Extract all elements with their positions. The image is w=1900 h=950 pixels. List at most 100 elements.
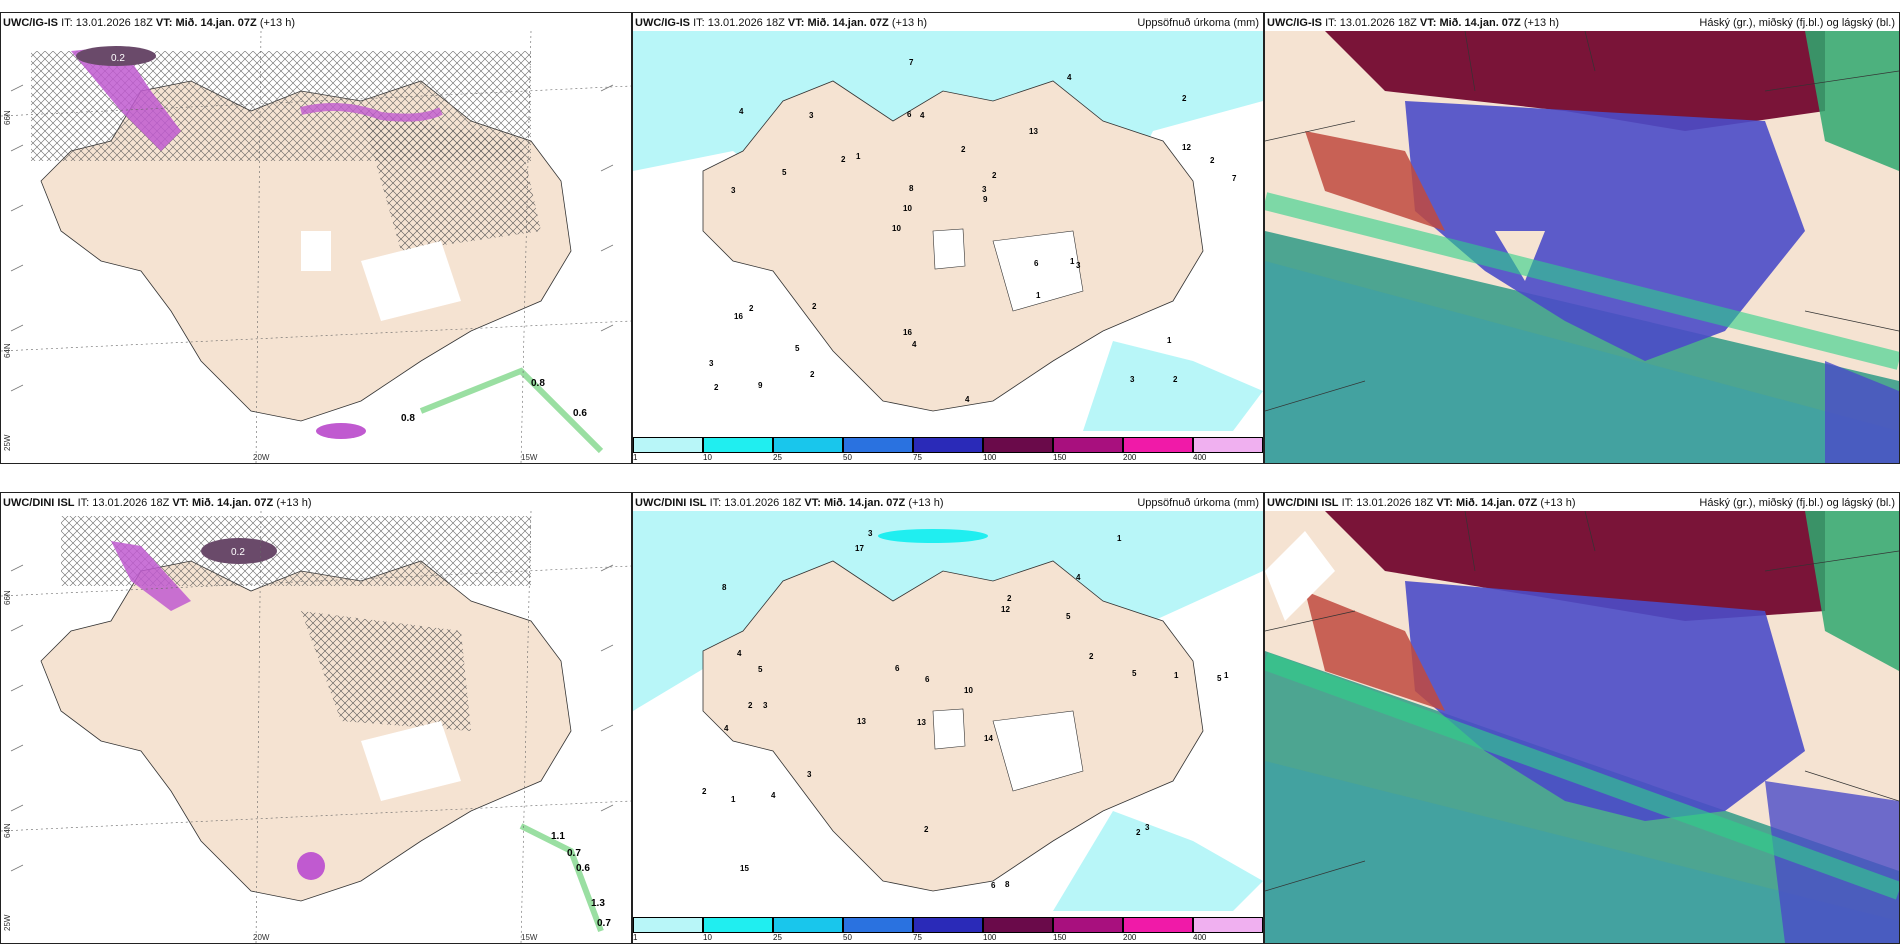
precip-value-label: 4 (737, 649, 742, 658)
colorbar-label: 25 (773, 933, 782, 942)
precip-value-label: 17 (855, 544, 864, 553)
precip-value-label: 1 (1070, 257, 1075, 266)
icing-panel-top: UWC/IG-IS IT: 13.01.2026 18Z VT: Mið. 14… (0, 12, 632, 464)
panel-header: UWC/DINI ISL IT: 13.01.2026 18Z VT: Mið.… (635, 497, 944, 509)
colorbar-label: 10 (703, 453, 712, 462)
precip-value-label: 2 (924, 825, 929, 834)
colorbar-label: 1 (633, 453, 638, 462)
precip-value-label: 6 (907, 110, 912, 119)
colorbar-swatch (703, 917, 773, 933)
colorbar-label: 200 (1123, 453, 1137, 462)
colorbar-label: 50 (843, 453, 852, 462)
precip-value-label: 3 (1076, 261, 1081, 270)
precip-value-label: 8 (722, 583, 727, 592)
colorbar-label: 25 (773, 453, 782, 462)
panel-title: Háský (gr.), miðský (fj.bl.) og lágský (… (1699, 497, 1895, 509)
precip-value-label: 2 (1007, 594, 1012, 603)
colorbar-swatch (703, 437, 773, 453)
panel-title: Uppsöfnuð úrkoma (mm) (1137, 17, 1259, 29)
precip-value-label: 3 (1130, 375, 1135, 384)
precip-value-label: 13 (1029, 127, 1038, 136)
precip-value-label: 4 (912, 340, 917, 349)
lat-label-25w: 25W (3, 914, 12, 931)
precip-value-label: 2 (714, 383, 719, 392)
colorbar-swatch (1123, 917, 1193, 933)
colorbar-label: 100 (983, 453, 997, 462)
precip-value-label: 1 (1036, 291, 1041, 300)
panel-title: Uppsöfnuð úrkoma (mm) (1137, 497, 1259, 509)
lat-label-64n: 64N (3, 343, 12, 358)
panel-header: UWC/IG-IS IT: 13.01.2026 18Z VT: Mið. 14… (1267, 17, 1559, 29)
colorbar-swatch (1193, 917, 1263, 933)
colorbar-label: 75 (913, 933, 922, 942)
colorbar-label: 200 (1123, 933, 1137, 942)
icing-map-top: 0.2 0.8 0.6 0.8 (1, 31, 631, 463)
precip-value-label: 4 (965, 395, 970, 404)
precip-value-label: 3 (709, 359, 714, 368)
precip-value-label: 1 (731, 795, 736, 804)
svg-text:0.8: 0.8 (401, 413, 415, 424)
lat-label-25w: 25W (3, 434, 12, 451)
precip-value-label: 8 (1005, 880, 1010, 889)
panel-title: Háský (gr.), miðský (fj.bl.) og lágský (… (1699, 17, 1895, 29)
colorbar-swatch (1123, 437, 1193, 453)
colorbar-swatch (633, 437, 703, 453)
precip-value-label: 1 (1117, 534, 1122, 543)
colorbar-swatch (1053, 437, 1123, 453)
precip-value-label: 8 (909, 184, 914, 193)
precip-value-label: 4 (724, 724, 729, 733)
precip-value-label: 5 (1132, 669, 1137, 678)
icing-panel-bottom: UWC/DINI ISL IT: 13.01.2026 18Z VT: Mið.… (0, 492, 632, 944)
precip-value-label: 16 (734, 312, 743, 321)
precip-value-label: 12 (1001, 605, 1010, 614)
precip-value-label: 4 (920, 111, 925, 120)
svg-text:0.2: 0.2 (111, 53, 125, 64)
precip-value-label: 4 (771, 791, 776, 800)
precip-colorbar-top: 1 10 25 50 75 100 150 200 400 (633, 435, 1263, 463)
colorbar-swatch (843, 437, 913, 453)
precip-value-label: 3 (1145, 823, 1150, 832)
colorbar-swatch (913, 917, 983, 933)
lon-label-20w: 20W (253, 933, 270, 942)
colorbar-swatch (633, 917, 703, 933)
svg-text:0.7: 0.7 (597, 918, 611, 929)
precip-value-label: 2 (748, 701, 753, 710)
svg-text:0.6: 0.6 (576, 863, 590, 874)
colorbar-label: 1 (633, 933, 638, 942)
precip-value-label: 2 (841, 155, 846, 164)
lon-label-15w: 15W (521, 453, 538, 462)
precip-panel-bottom: UWC/DINI ISL IT: 13.01.2026 18Z VT: Mið.… (632, 492, 1264, 944)
precip-value-label: 2 (1089, 652, 1094, 661)
precip-value-label: 7 (909, 58, 914, 67)
precip-value-label: 2 (1136, 828, 1141, 837)
svg-text:0.2: 0.2 (231, 547, 245, 558)
precip-value-label: 9 (983, 195, 988, 204)
precip-value-label: 13 (857, 717, 866, 726)
precip-value-label: 5 (1066, 612, 1071, 621)
precip-value-label: 2 (812, 302, 817, 311)
precip-value-label: 6 (925, 675, 930, 684)
colorbar-label: 400 (1193, 453, 1207, 462)
clouds-panel-bottom: UWC/DINI ISL IT: 13.01.2026 18Z VT: Mið.… (1264, 492, 1900, 944)
clouds-map-top (1265, 31, 1899, 463)
colorbar-swatch (1053, 917, 1123, 933)
colorbar-swatch (983, 437, 1053, 453)
precip-value-label: 3 (868, 529, 873, 538)
precip-value-label: 5 (782, 168, 787, 177)
precip-value-label: 2 (1210, 156, 1215, 165)
precip-value-label: 12 (1182, 143, 1191, 152)
precip-value-label: 10 (892, 224, 901, 233)
precip-value-label: 2 (749, 304, 754, 313)
precip-value-label: 1 (856, 152, 861, 161)
precip-value-label: 10 (903, 204, 912, 213)
precip-value-label: 3 (763, 701, 768, 710)
precip-value-label: 1 (1224, 671, 1229, 680)
precip-value-label: 2 (810, 370, 815, 379)
panel-header: UWC/IG-IS IT: 13.01.2026 18Z VT: Mið. 14… (3, 17, 295, 29)
panel-header: UWC/DINI ISL IT: 13.01.2026 18Z VT: Mið.… (1267, 497, 1576, 509)
svg-text:0.8: 0.8 (531, 378, 545, 389)
lat-label-66n: 66N (3, 110, 12, 125)
colorbar-label: 150 (1053, 933, 1067, 942)
lon-label-15w: 15W (521, 933, 538, 942)
